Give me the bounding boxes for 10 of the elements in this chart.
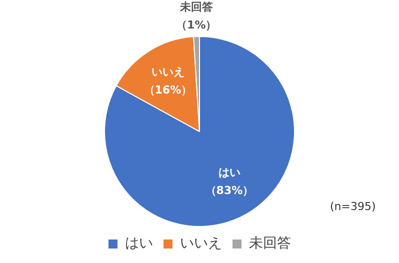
legend-label: はい [125, 236, 153, 252]
slice-label: いいえ [151, 66, 184, 79]
legend-label: いいえ [180, 236, 222, 252]
data-label: （1%） [176, 18, 217, 32]
slice-label: 未回答 [178, 0, 214, 14]
text: (n=395) [330, 200, 376, 213]
legend-label: 未回答 [249, 236, 291, 252]
slice-label: はい [218, 166, 240, 180]
data-label: （83%） [205, 184, 254, 198]
data-label: （16%） [144, 84, 192, 97]
